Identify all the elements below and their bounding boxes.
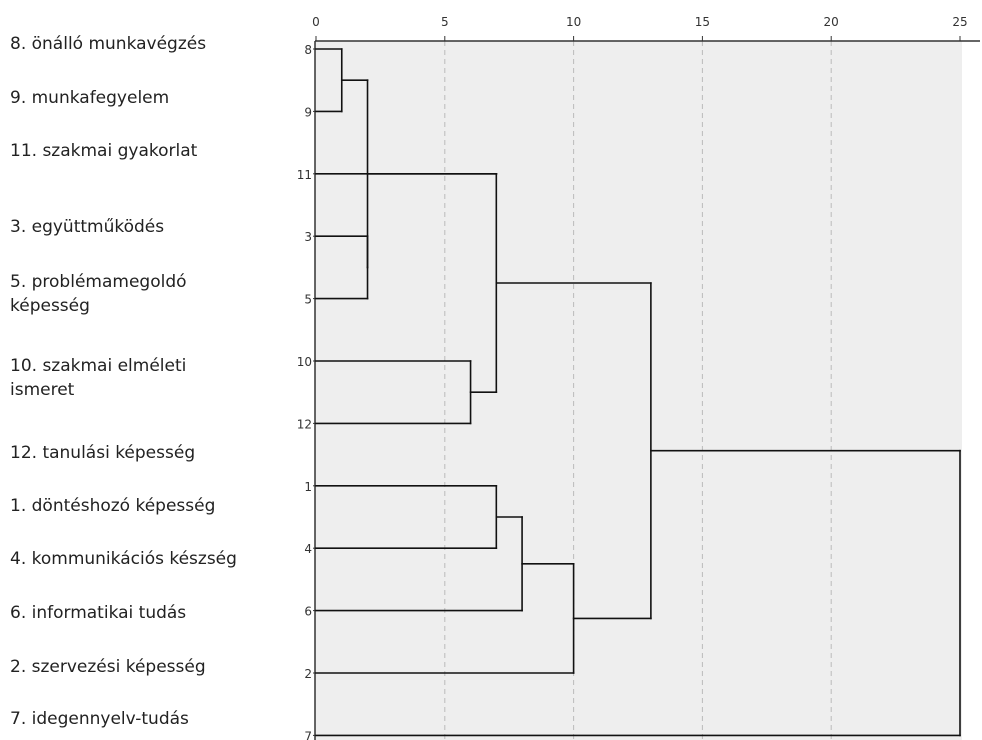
leaf-id-label: 1 [304, 480, 312, 494]
variable-label: 12. tanulási képesség [10, 441, 195, 465]
variable-label: 6. informatikai tudás [10, 601, 186, 625]
variable-label-line: 9. munkafegyelem [10, 88, 170, 108]
leaf-id-label: 7 [304, 729, 312, 740]
variable-label: 4. kommunikációs készség [10, 547, 237, 571]
variable-label-line: 4. kommunikációs készség [10, 549, 237, 569]
leaf-id-label: 5 [304, 293, 312, 307]
variable-label-line: 8. önálló munkavégzés [10, 34, 207, 54]
variable-label: 8. önálló munkavégzés [10, 32, 206, 56]
leaf-id-label: 11 [297, 168, 312, 182]
variable-label-line: 3. együttműködés [10, 217, 165, 237]
leaf-id-label: 9 [304, 105, 312, 119]
variable-label-line: 5. problémamegoldó [10, 272, 187, 292]
leaf-id-label: 10 [297, 355, 312, 369]
x-tick-label: 0 [312, 15, 320, 29]
variable-label-line: 1. döntéshozó képesség [10, 496, 216, 516]
variable-label-line: 6. informatikai tudás [10, 603, 187, 623]
x-tick-label: 5 [441, 15, 449, 29]
variable-label-line: 12. tanulási képesség [10, 443, 196, 463]
variable-label: 1. döntéshozó képesség [10, 494, 215, 518]
variable-label-line: 2. szervezési képesség [10, 657, 206, 677]
x-tick-label: 20 [824, 15, 839, 29]
variable-label: 9. munkafegyelem [10, 86, 169, 110]
variable-label-line: ismeret [10, 380, 75, 400]
variable-label-line: 10. szakmai elméleti [10, 356, 187, 376]
variable-label: 3. együttműködés [10, 215, 164, 239]
x-tick-label: 15 [695, 15, 710, 29]
leaf-id-label: 8 [304, 43, 312, 57]
variable-label-line: 11. szakmai gyakorlat [10, 141, 198, 161]
leaf-id-label: 3 [304, 230, 312, 244]
variable-label: 11. szakmai gyakorlat [10, 139, 197, 163]
plot-area [315, 41, 962, 740]
variable-label-line: 7. idegennyelv-tudás [10, 709, 189, 729]
leaf-id-label: 6 [304, 605, 312, 619]
leaf-id-label: 4 [304, 542, 312, 556]
variable-label-line: képesség [10, 296, 90, 316]
variable-label: 2. szervezési képesség [10, 655, 206, 679]
x-tick-label: 10 [566, 15, 581, 29]
variable-label: 7. idegennyelv-tudás [10, 707, 189, 731]
x-tick-label: 25 [952, 15, 967, 29]
variable-label: 5. problémamegoldó képesség [10, 270, 187, 318]
variable-label: 10. szakmai elméleti ismeret [10, 354, 186, 402]
leaf-id-label: 12 [297, 417, 312, 431]
leaf-id-label: 2 [304, 667, 312, 681]
